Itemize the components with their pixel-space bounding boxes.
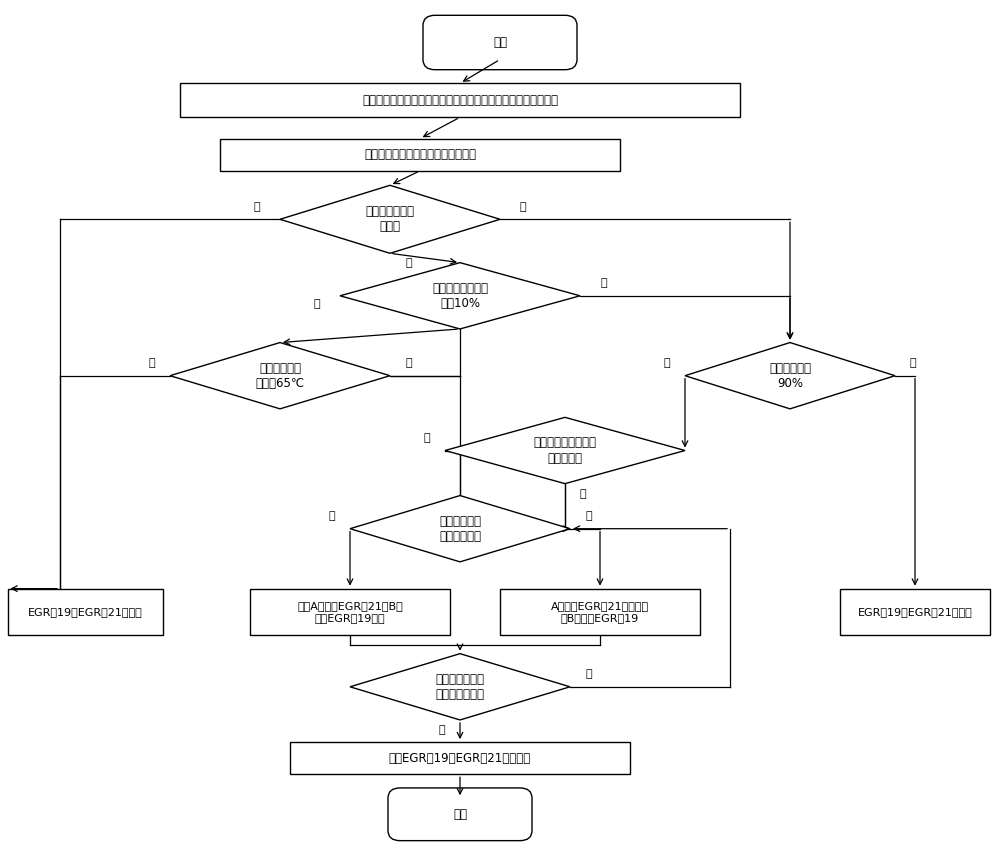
Text: 是否实际空燃比大于
目标空燃比: 是否实际空燃比大于 目标空燃比	[534, 437, 596, 464]
Text: 结束: 结束	[453, 808, 467, 821]
Text: 是: 是	[405, 258, 412, 269]
Bar	[220, 139, 620, 171]
Text: 根据转速、转矩快速判断柴油机工况: 根据转速、转矩快速判断柴油机工况	[364, 148, 476, 162]
Bar	[840, 588, 990, 636]
Polygon shape	[445, 417, 685, 484]
Bar	[250, 588, 450, 636]
Text: 是: 是	[585, 511, 592, 521]
Polygon shape	[340, 263, 580, 329]
Text: EGR阀19和EGR阀21均关闭: EGR阀19和EGR阀21均关闭	[28, 607, 142, 617]
Text: 是否为起动和热
机工况: 是否为起动和热 机工况	[366, 206, 415, 233]
Text: 是否进气压力
大于排气压力: 是否进气压力 大于排气压力	[439, 515, 481, 542]
Text: 是: 是	[253, 201, 260, 212]
Text: 是: 是	[313, 299, 320, 309]
Text: 否: 否	[328, 511, 335, 521]
Text: 是否为怠速及负荷
小于10%: 是否为怠速及负荷 小于10%	[432, 282, 488, 309]
Text: 是否冷却液温
度小于65℃: 是否冷却液温 度小于65℃	[255, 362, 305, 389]
Polygon shape	[350, 496, 570, 562]
Text: 是否实际空燃比
大于目标空燃比: 是否实际空燃比 大于目标空燃比	[436, 673, 484, 700]
Bar	[180, 83, 740, 117]
Text: EGR阀19和EGR阀21均关闭: EGR阀19和EGR阀21均关闭	[858, 607, 972, 617]
Polygon shape	[350, 654, 570, 720]
Text: 否: 否	[438, 725, 445, 735]
Text: 开始: 开始	[493, 36, 507, 49]
Text: 保持EGR阀19和EGR阀21位置不变: 保持EGR阀19和EGR阀21位置不变	[389, 751, 531, 765]
Text: 否: 否	[423, 433, 430, 443]
Text: 是否负荷小于
90%: 是否负荷小于 90%	[769, 362, 811, 389]
Polygon shape	[685, 343, 895, 409]
Bar	[8, 588, 162, 636]
Text: 是: 是	[580, 489, 587, 499]
Polygon shape	[280, 185, 500, 253]
Text: 否: 否	[910, 358, 917, 368]
Text: 否: 否	[405, 358, 412, 368]
Bar	[500, 588, 700, 636]
Text: 否: 否	[520, 201, 527, 212]
Text: 采集转速、转矩、过量空气系数、冷却液温度及进排气压力参数: 采集转速、转矩、过量空气系数、冷却液温度及进排气压力参数	[362, 94, 558, 107]
Text: A回路中EGR阀21关闭，调
整B回路中EGR阀19: A回路中EGR阀21关闭，调 整B回路中EGR阀19	[551, 601, 649, 623]
Text: 是: 是	[663, 358, 670, 368]
Text: 调整A回路中EGR阀21，B回
路中EGR阀19关闭: 调整A回路中EGR阀21，B回 路中EGR阀19关闭	[297, 601, 403, 623]
Polygon shape	[170, 343, 390, 409]
Text: 否: 否	[600, 278, 607, 288]
FancyBboxPatch shape	[388, 788, 532, 841]
Text: 是: 是	[585, 669, 592, 679]
Bar	[290, 742, 630, 774]
Text: 是: 是	[148, 358, 155, 368]
FancyBboxPatch shape	[423, 15, 577, 70]
